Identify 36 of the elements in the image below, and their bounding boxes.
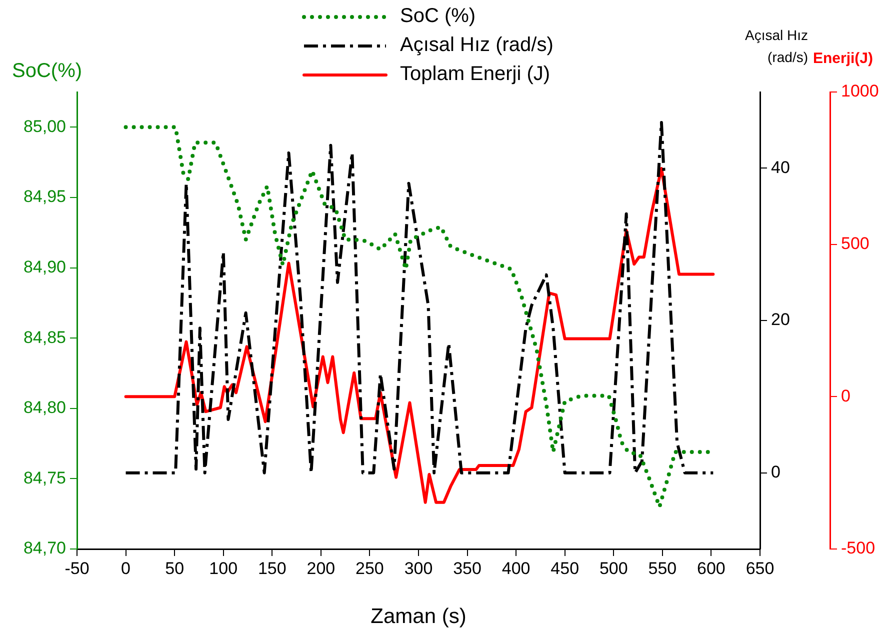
y3-tick-label: 0 (841, 386, 850, 406)
y-tick-label: 84,70 (23, 538, 66, 558)
y-tick-label: 85,00 (23, 116, 66, 136)
x-tick-label: 550 (648, 558, 677, 578)
y-tick-label: 84,90 (23, 257, 66, 276)
x-tick-label: 200 (306, 558, 336, 578)
y3-axis-title: Enerji(J) (813, 50, 874, 67)
legend-label: Toplam Enerji (J) (400, 62, 550, 87)
x-tick-label: 50 (165, 558, 184, 578)
y-tick-label: 84,95 (23, 187, 66, 206)
legend-label: SoC (%) (400, 4, 476, 29)
y2-axis-title: Açısal Hız (rad/s) (744, 26, 808, 67)
y-axis-title: SoC(%) (12, 60, 82, 83)
x-axis-title: Zaman (s) (370, 605, 466, 628)
y3-tick-label: -500 (841, 538, 876, 558)
x-tick-label: -50 (64, 558, 90, 578)
x-tick-label: 150 (258, 558, 286, 578)
x-tick-label: 450 (550, 558, 580, 578)
legend-label: Açısal Hız (rad/s) (400, 33, 554, 58)
x-tick-label: 350 (453, 558, 482, 578)
x-tick-label: 600 (697, 558, 726, 578)
y-tick-label: 84,75 (23, 468, 66, 488)
y2-tick-label: 40 (771, 158, 790, 177)
x-tick-label: 250 (356, 558, 384, 578)
x-tick-label: 100 (209, 558, 238, 578)
x-tick-label: 300 (404, 558, 433, 578)
y2-tick-label: 0 (771, 462, 780, 482)
x-tick-label: 400 (502, 558, 530, 578)
x-tick-label: 0 (121, 558, 131, 578)
y-tick-label: 84,80 (23, 398, 66, 418)
y2-tick-label: 20 (771, 310, 790, 330)
y3-tick-label: 500 (841, 234, 870, 254)
x-tick-label: 650 (746, 558, 774, 578)
y3-tick-label: 1000 (841, 82, 879, 101)
y-tick-label: 84,85 (23, 328, 66, 347)
x-tick-label: 500 (599, 558, 628, 578)
